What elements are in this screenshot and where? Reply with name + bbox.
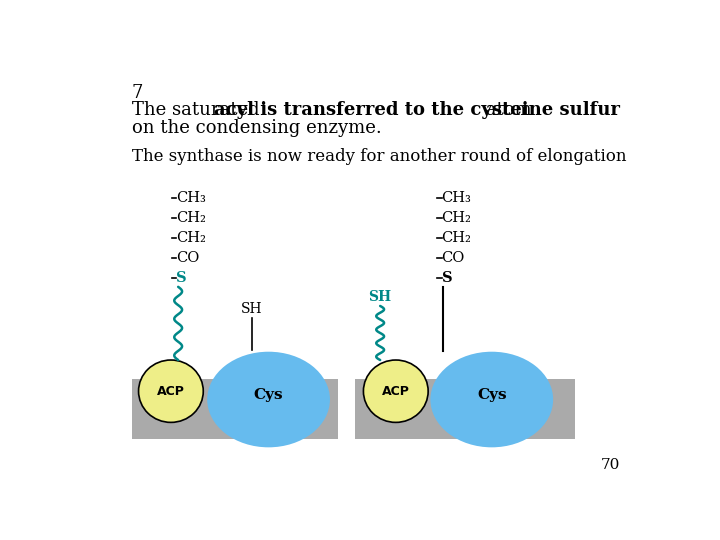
Ellipse shape: [207, 352, 330, 447]
Text: CH₂: CH₂: [176, 211, 207, 225]
Ellipse shape: [364, 360, 428, 422]
Text: S: S: [441, 271, 452, 285]
Text: CH₃: CH₃: [176, 191, 207, 205]
Text: SH: SH: [241, 302, 263, 316]
Text: Cys: Cys: [253, 388, 284, 402]
Text: 70: 70: [600, 458, 620, 472]
Text: acyl is transferred to the cysteine sulfur: acyl is transferred to the cysteine sulf…: [215, 101, 621, 119]
Text: on the condensing enzyme.: on the condensing enzyme.: [132, 119, 382, 137]
Ellipse shape: [138, 360, 203, 422]
Ellipse shape: [431, 352, 553, 447]
Bar: [355, 379, 575, 439]
Text: CO: CO: [176, 251, 200, 265]
Text: SH: SH: [369, 290, 392, 304]
Text: CH₃: CH₃: [441, 191, 472, 205]
Text: atom: atom: [480, 101, 531, 119]
Text: CH₂: CH₂: [441, 231, 472, 245]
Bar: [132, 379, 338, 439]
Text: S: S: [176, 271, 187, 285]
Text: 7: 7: [132, 84, 143, 102]
Text: ACP: ACP: [157, 384, 185, 397]
Text: CO: CO: [441, 251, 465, 265]
Text: The saturated: The saturated: [132, 101, 265, 119]
Text: CH₂: CH₂: [176, 231, 207, 245]
Text: ACP: ACP: [382, 384, 410, 397]
Text: Cys: Cys: [477, 388, 507, 402]
Text: CH₂: CH₂: [441, 211, 472, 225]
Text: The synthase is now ready for another round of elongation: The synthase is now ready for another ro…: [132, 148, 626, 165]
